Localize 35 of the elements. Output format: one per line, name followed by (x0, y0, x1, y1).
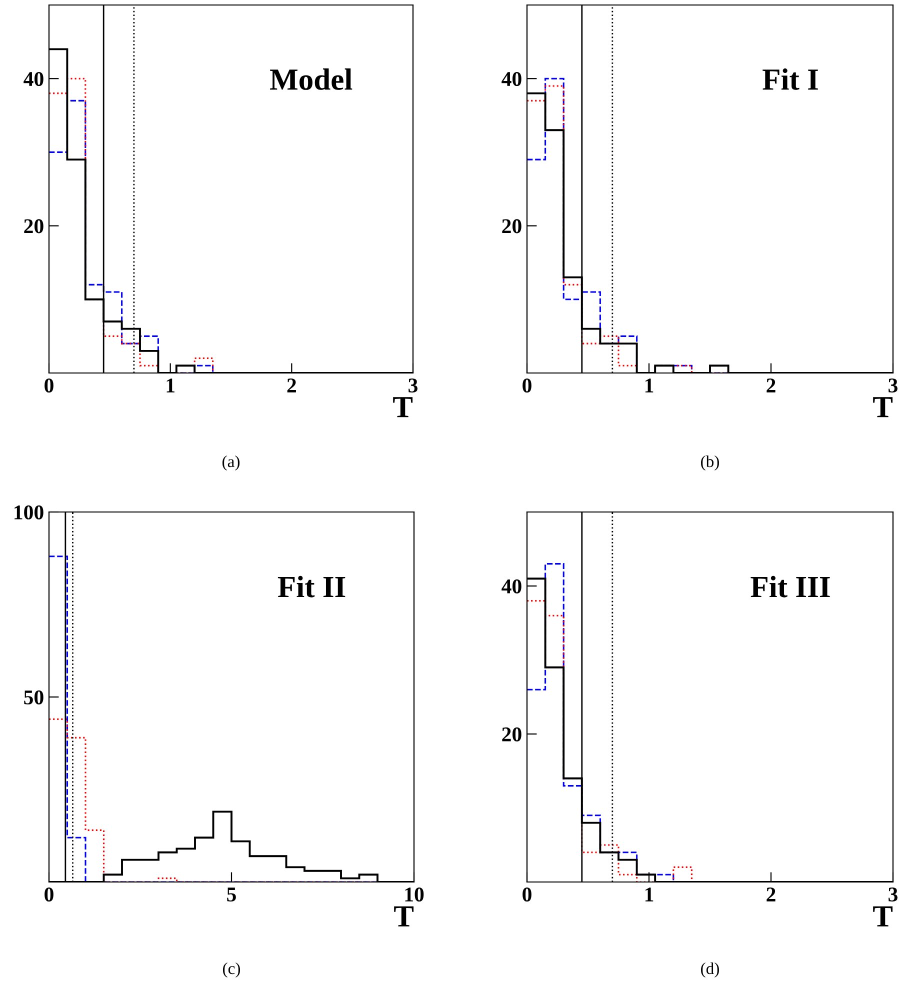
x-tick-label: 0 (522, 378, 532, 393)
y-tick-label: 100 (14, 505, 44, 520)
text: Model (270, 68, 352, 90)
y-tick-label: 20 (502, 219, 522, 234)
text: (b) (701, 455, 719, 471)
x-tick-label: 0 (44, 887, 54, 902)
x-tick-label: 0 (522, 887, 532, 902)
x-tick-label: 1 (645, 888, 654, 902)
y-tick-label: 40 (502, 72, 522, 86)
y-tick-label: 40 (502, 579, 522, 594)
x-tick-label: 10 (405, 887, 424, 902)
y-tick-label: 50 (24, 690, 44, 704)
x-axis-title: T (393, 397, 413, 418)
x-tick-label: 0 (44, 378, 54, 393)
x-tick-label: 5 (227, 888, 236, 902)
x-axis-title: T (873, 906, 893, 926)
x-tick-label: 2 (766, 888, 776, 902)
y-tick-label: 20 (502, 727, 522, 742)
x-axis-title: T (394, 906, 414, 926)
y-tick-label: 20 (24, 219, 44, 234)
text: (c) (222, 962, 240, 978)
x-tick-label: 3 (408, 378, 418, 393)
x-tick-label: 2 (766, 378, 776, 392)
text: Fit I (762, 68, 818, 90)
y-tick-label: 40 (24, 72, 44, 86)
text: (d) (701, 962, 719, 978)
x-tick-label: 1 (645, 378, 654, 392)
x-tick-label: 3 (888, 888, 898, 902)
x-tick-label: 1 (166, 378, 174, 392)
text: Fit III (750, 576, 830, 598)
x-axis-title: T (873, 397, 893, 418)
x-tick-label: 3 (888, 378, 898, 393)
text: (a) (222, 455, 240, 471)
text: Fit II (278, 576, 346, 598)
x-tick-label: 2 (287, 378, 296, 392)
